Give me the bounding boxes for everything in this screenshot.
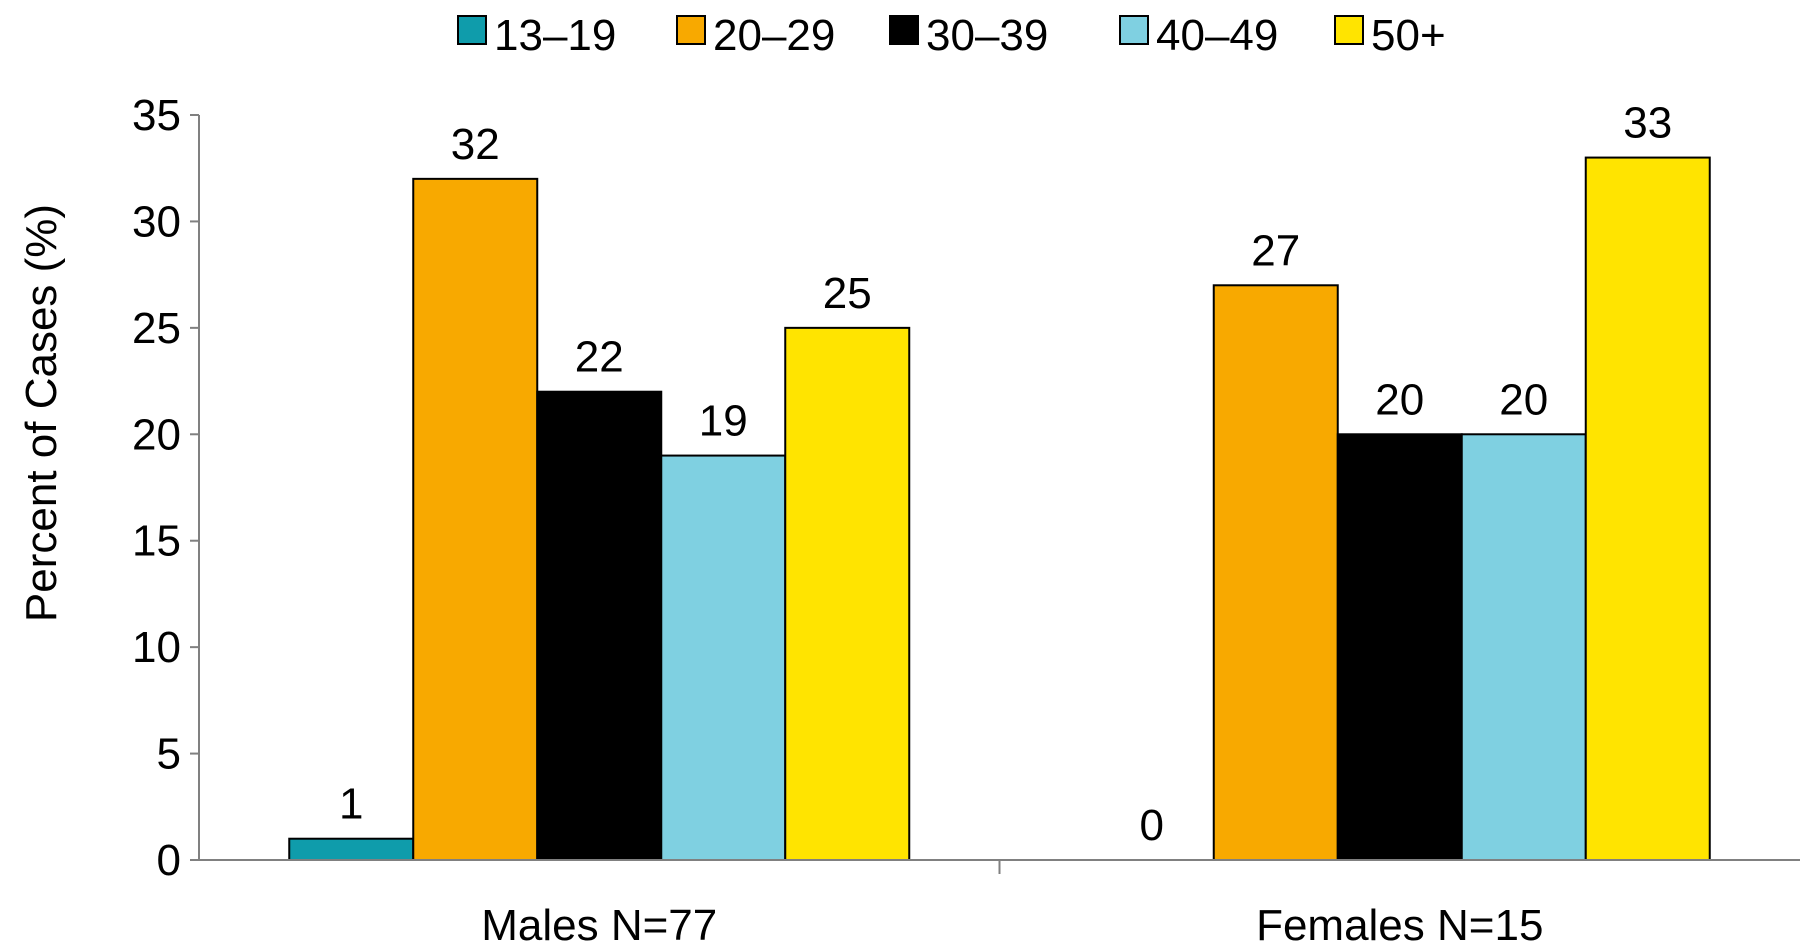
- data-label: 22: [575, 333, 624, 382]
- legend-swatch: [457, 15, 487, 45]
- x-axis: Males N=77 Females N=15: [199, 859, 1800, 944]
- bar: [1212, 284, 1339, 861]
- y-tick-label: 30: [132, 197, 181, 246]
- category-label: Females N=15: [1256, 901, 1543, 944]
- bar: [660, 454, 787, 861]
- legend-swatch: [889, 15, 919, 45]
- data-label: 27: [1251, 226, 1300, 275]
- y-tick-label: 15: [132, 517, 181, 566]
- data-label: 19: [699, 397, 748, 446]
- legend-label: 20–29: [713, 11, 835, 60]
- legend: 13–19 20–29 30–39 40–49 50+: [457, 11, 1446, 60]
- bar: [412, 177, 539, 862]
- y-tick-label: 35: [132, 91, 181, 140]
- y-tick-label: 25: [132, 304, 181, 353]
- data-label: 32: [451, 120, 500, 169]
- bars: 1 32 22 19 25 0 27 20 20 33: [288, 99, 1711, 862]
- data-label: 25: [823, 269, 872, 318]
- data-label: 1: [339, 780, 363, 829]
- bar: [1584, 156, 1711, 862]
- bar: [784, 326, 911, 862]
- data-label: 20: [1375, 375, 1424, 424]
- y-tick-label: 20: [132, 410, 181, 459]
- legend-label: 40–49: [1156, 11, 1278, 60]
- y-tick-label: 10: [132, 623, 181, 672]
- data-label: 20: [1499, 375, 1548, 424]
- y-tick-label: 5: [157, 730, 181, 779]
- bar: [1460, 433, 1587, 861]
- bar: [1336, 433, 1463, 861]
- bar: [288, 837, 415, 862]
- y-axis-title: Percent of Cases (%): [17, 204, 66, 622]
- y-tick-label: 0: [157, 836, 181, 885]
- data-label: 0: [1140, 801, 1164, 850]
- legend-swatch: [1334, 15, 1364, 45]
- legend-label: 30–39: [926, 11, 1048, 60]
- legend-swatch: [676, 15, 706, 45]
- legend-label: 13–19: [494, 11, 616, 60]
- category-label: Males N=77: [481, 901, 717, 944]
- data-label: 33: [1623, 99, 1672, 148]
- legend-label: 50+: [1371, 11, 1446, 60]
- y-axis: 0 5 10 15 20 25 30 35: [132, 91, 200, 885]
- legend-swatch: [1119, 15, 1149, 45]
- bar: [536, 390, 663, 861]
